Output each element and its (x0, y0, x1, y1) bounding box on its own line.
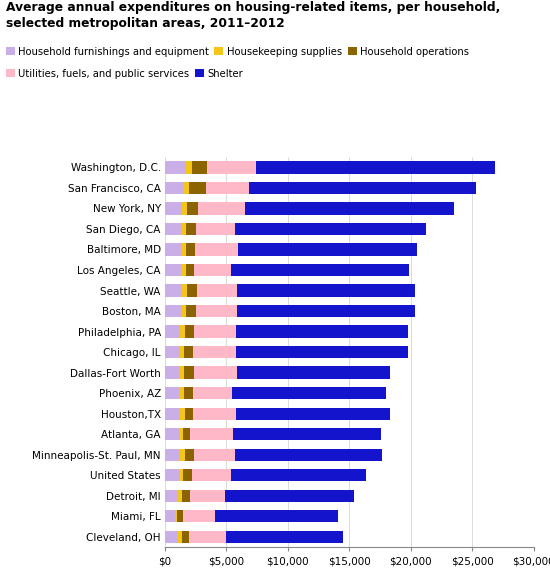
Bar (206, 182, 249, 194)
Text: Average annual expenditures on housing-related items, per household,: Average annual expenditures on housing-r… (6, 1, 500, 14)
Bar (182, 203, 187, 215)
Bar (235, 346, 408, 359)
Bar (232, 264, 409, 276)
Bar (165, 346, 180, 359)
Bar (186, 243, 195, 255)
Bar (235, 223, 426, 235)
Bar (194, 325, 235, 338)
Bar (225, 489, 354, 502)
Bar (165, 469, 179, 481)
Bar (181, 264, 186, 276)
Bar (180, 346, 184, 359)
Bar (249, 182, 476, 194)
Bar (165, 161, 186, 173)
Bar (165, 325, 180, 338)
Bar (165, 182, 184, 194)
Bar (192, 346, 235, 359)
Bar (182, 489, 190, 502)
Bar (189, 182, 206, 194)
Bar (183, 510, 215, 523)
Bar (179, 469, 183, 481)
Bar (186, 305, 196, 317)
Text: selected metropolitan areas, 2011–2012: selected metropolitan areas, 2011–2012 (6, 17, 284, 30)
Bar (178, 489, 182, 502)
Bar (180, 449, 185, 461)
Bar (245, 203, 454, 215)
Bar (236, 305, 415, 317)
Bar (190, 489, 225, 502)
Bar (189, 531, 226, 543)
Bar (184, 367, 194, 379)
Bar (185, 407, 194, 420)
Bar (185, 325, 194, 338)
Bar (231, 469, 366, 481)
Bar (226, 531, 343, 543)
Bar (165, 264, 181, 276)
Bar (181, 243, 186, 255)
Bar (165, 305, 182, 317)
Bar (195, 264, 232, 276)
Bar (165, 510, 175, 523)
Bar (232, 387, 386, 399)
Bar (236, 367, 390, 379)
Bar (196, 223, 235, 235)
Bar (194, 407, 236, 420)
Bar (233, 428, 381, 441)
Bar (186, 264, 195, 276)
Bar (256, 161, 496, 173)
Bar (179, 428, 183, 441)
Bar (165, 367, 180, 379)
Bar (180, 407, 185, 420)
Legend: Utilities, fuels, and public services, Shelter: Utilities, fuels, and public services, S… (6, 69, 243, 79)
Bar (165, 387, 179, 399)
Bar (183, 531, 189, 543)
Bar (179, 387, 184, 399)
Bar (175, 510, 177, 523)
Bar (182, 223, 186, 235)
Bar (237, 285, 415, 297)
Bar (186, 223, 196, 235)
Bar (165, 223, 182, 235)
Bar (184, 346, 192, 359)
Bar (239, 243, 416, 255)
Bar (165, 407, 180, 420)
Bar (180, 367, 184, 379)
Bar (192, 161, 207, 173)
Bar (183, 469, 192, 481)
Bar (207, 161, 256, 173)
Bar (192, 469, 231, 481)
Bar (177, 531, 183, 543)
Bar (177, 510, 183, 523)
Bar (180, 325, 185, 338)
Bar (165, 203, 182, 215)
Bar (196, 285, 237, 297)
Bar (165, 449, 180, 461)
Bar (235, 449, 382, 461)
Bar (194, 449, 235, 461)
Bar (182, 305, 186, 317)
Bar (182, 285, 187, 297)
Bar (236, 407, 390, 420)
Bar (165, 243, 181, 255)
Bar (187, 285, 196, 297)
Bar (165, 531, 177, 543)
Bar (183, 428, 190, 441)
Bar (165, 489, 178, 502)
Bar (184, 182, 189, 194)
Bar (235, 325, 408, 338)
Bar (187, 203, 198, 215)
Bar (198, 203, 245, 215)
Legend: Household furnishings and equipment, Housekeeping supplies, Household operations: Household furnishings and equipment, Hou… (6, 47, 470, 56)
Bar (195, 243, 239, 255)
Bar (190, 428, 233, 441)
Bar (194, 367, 236, 379)
Bar (165, 428, 179, 441)
Bar (165, 285, 182, 297)
Bar (184, 387, 193, 399)
Bar (185, 449, 194, 461)
Bar (196, 305, 236, 317)
Bar (186, 161, 192, 173)
Bar (214, 510, 338, 523)
Bar (193, 387, 232, 399)
